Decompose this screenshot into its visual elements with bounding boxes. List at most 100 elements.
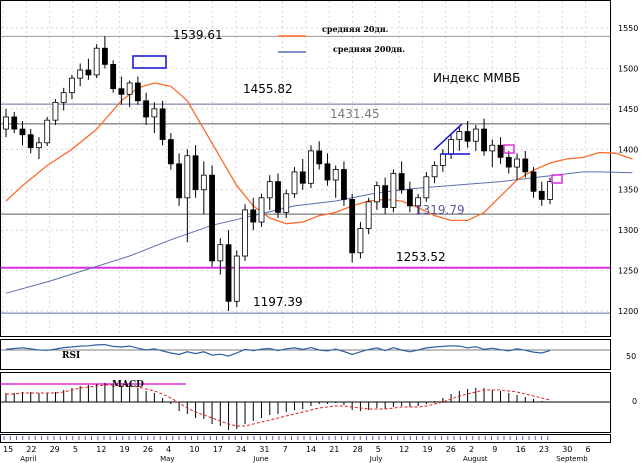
level-label-1431: 1431.45 [330, 107, 380, 121]
candle-body [431, 165, 438, 178]
marker-box-magenta-2 [551, 174, 563, 184]
x-tick-label: 9 [492, 445, 497, 454]
candle-body [415, 197, 422, 207]
x-tick-label: 31 [259, 445, 269, 454]
candlesticks [3, 36, 553, 311]
candle-body [110, 63, 117, 90]
x-tick-label: 12 [96, 445, 106, 454]
candle-body [184, 155, 191, 199]
candle-body [291, 171, 298, 195]
x-tick-label: 24 [236, 445, 246, 454]
x-tick-label: 26 [446, 445, 456, 454]
y-tick-label: 1200 [618, 307, 638, 316]
candle-body [126, 82, 133, 95]
candle-body [266, 181, 273, 199]
y-tick-label: 1250 [618, 267, 638, 276]
candle-body [324, 163, 331, 181]
candle-body [118, 88, 125, 95]
x-tick-label: 29 [50, 445, 60, 454]
candle-body [398, 173, 405, 191]
level-label-1455: 1455.82 [243, 82, 293, 96]
candle-body [349, 199, 356, 254]
x-tick-label: 23 [539, 445, 549, 454]
y-tick-label: 1350 [618, 186, 638, 195]
candle-body [341, 169, 347, 200]
x-tick-label: 17 [213, 445, 223, 454]
candle-body [209, 174, 215, 262]
candle-body [93, 47, 100, 76]
chart-title: Индекс ММВБ [433, 71, 520, 85]
candle-body [316, 150, 323, 165]
marker-box-blue [132, 55, 167, 69]
candle-body [36, 142, 42, 149]
x-tick-label: 16 [516, 445, 526, 454]
candle-body [357, 228, 364, 254]
macd-signal-line [6, 384, 551, 427]
y-tick-label: 1450 [618, 105, 638, 114]
trend-line-1 [433, 123, 463, 151]
annotations [132, 55, 563, 184]
x-tick-label: 12 [399, 445, 409, 454]
candle-body [283, 193, 290, 213]
candle-body [258, 197, 265, 223]
candle-body [77, 69, 84, 79]
x-tick-label: 4 [166, 445, 171, 454]
grid-lines [1, 1, 610, 336]
x-tick-label: 5 [376, 445, 381, 454]
candle-body [456, 131, 463, 140]
candle-body [85, 69, 92, 76]
candle-body [44, 119, 51, 144]
x-month-label: April [20, 455, 36, 463]
level-label-1253: 1253.52 [396, 250, 446, 264]
x-tick-label: 22 [26, 445, 36, 454]
x-axis: 15 22 29 5 12 19 26 4 10 17 24 31 7 14 21 28 5 12 19 26 2 9 16… [3, 445, 591, 463]
x-tick-label: 21 [329, 445, 339, 454]
candle-body [505, 156, 512, 168]
candle-body [522, 158, 529, 173]
candle-body [200, 174, 207, 191]
y-axis-ticks: 1550 1500 1450 1400 1350 1300 1250 1200 [618, 24, 638, 316]
x-tick-label: 14 [306, 445, 316, 454]
candle-body [406, 189, 413, 207]
candle-body [134, 82, 141, 102]
candle-body [233, 255, 240, 302]
candle-body [3, 116, 9, 130]
legend-label-ma200: средняя 200дн. [333, 44, 405, 54]
candle-body [176, 163, 182, 199]
x-tick-label: 19 [120, 445, 130, 454]
candle-body [225, 244, 232, 302]
rsi-line [5, 343, 551, 357]
x-tick-label: 28 [353, 445, 363, 454]
candle-body [547, 181, 553, 200]
legend-label-ma20: средняя 20дн. [322, 24, 389, 34]
x-tick-label: 26 [143, 445, 153, 454]
candle-body [464, 131, 471, 142]
marker-box-magenta-1 [503, 144, 515, 154]
candle-body [60, 92, 67, 103]
candle-body [365, 201, 372, 229]
x-tick-label: 19 [422, 445, 432, 454]
x-tick-label: 2 [469, 445, 474, 454]
macd-tick-0: 0 [632, 397, 637, 406]
x-tick-label: 5 [73, 445, 78, 454]
level-label-1197: 1197.39 [253, 295, 303, 309]
y-tick-label: 1400 [618, 145, 638, 154]
candle-body [151, 108, 158, 118]
candle-body [538, 190, 545, 200]
candle-body [332, 169, 339, 181]
candle-body [374, 185, 380, 203]
x-month-label: Septemb [556, 455, 588, 463]
ma200-line [5, 171, 633, 294]
candle-body [423, 176, 430, 199]
candle-body [382, 185, 389, 208]
y-tick-label: 1500 [618, 64, 638, 73]
rsi-label: RSI [62, 351, 80, 361]
x-month-label: August [463, 455, 488, 463]
candle-body [439, 153, 446, 166]
candle-body [143, 100, 150, 118]
level-label-1319: 1319.79 [415, 203, 465, 217]
x-month-label: June [252, 455, 268, 463]
rsi-panel [1, 343, 610, 357]
x-tick-label: 6 [586, 445, 591, 454]
